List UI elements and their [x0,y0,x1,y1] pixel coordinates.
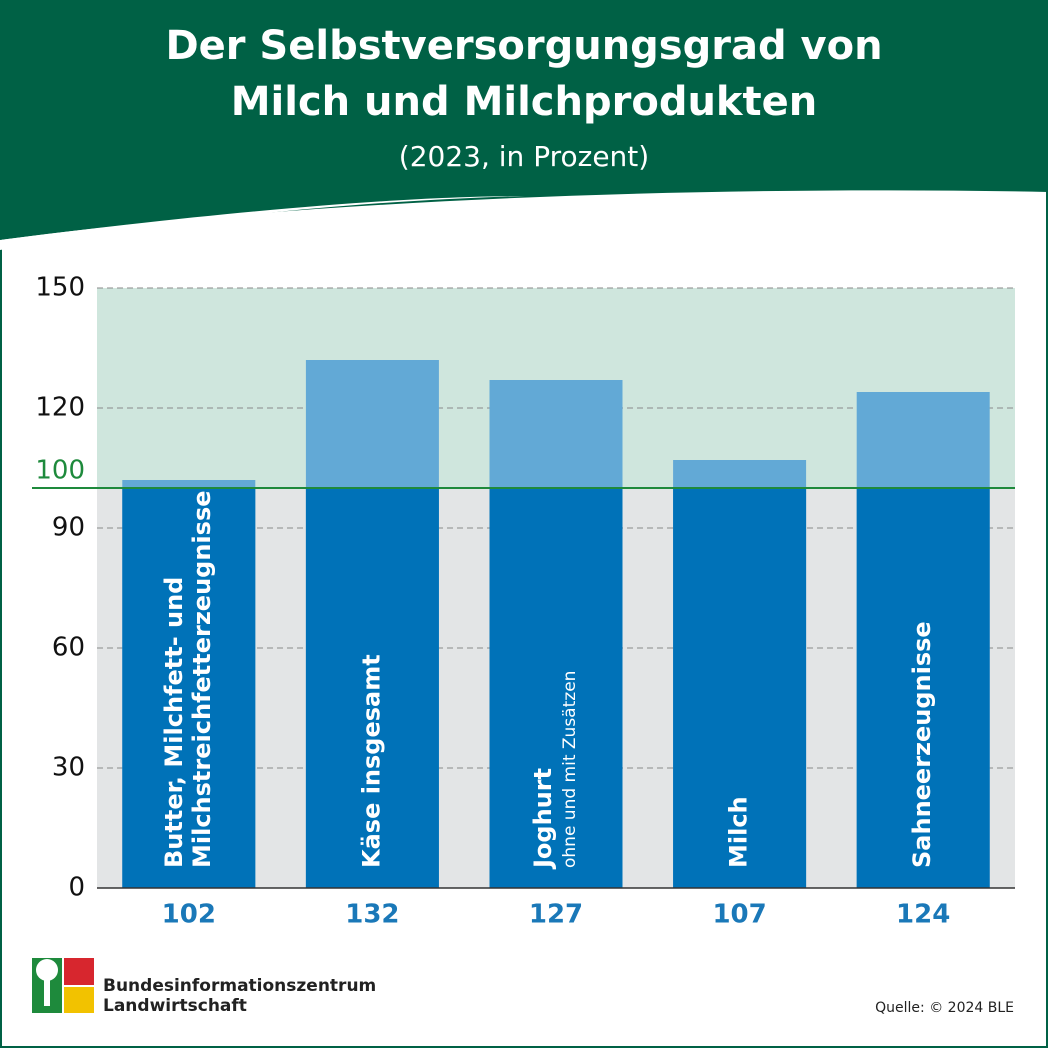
logo-trunk [44,978,50,1006]
plot: 0 30 60 90 120 150 102 Butter, Milchfett- und M… [32,273,1015,930]
y-tick-label: 30 [52,753,85,783]
bar-base [489,488,623,888]
category-label: Joghurt [529,768,557,870]
bar-base [305,488,439,888]
chart-title: Der Selbstversorgungsgrad von Milch und … [165,23,883,125]
reference-label: 100 [35,456,85,486]
y-tick-label: 90 [52,513,85,543]
y-tick-label: 60 [52,633,85,663]
y-tick-label: 150 [35,273,85,303]
y-tick-label: 120 [35,393,85,423]
logo: Bundesinformationszentrum Landwirtschaft [32,958,376,1016]
value-label: 124 [896,900,950,930]
bar-base [673,488,807,888]
header-band [0,0,1048,240]
category-label: Käse insgesamt [357,654,385,868]
logo-bottom-right [64,987,94,1013]
category-sublabel: ohne und mit Zusätzen [560,671,580,868]
source: Quelle: © 2024 BLE [875,1000,1014,1016]
value-label: 107 [712,900,766,930]
category-label: Sahneerzeugnisse [908,621,936,868]
bar-base [122,488,256,888]
logo-tree [36,959,58,981]
category-label: Butter, Milchfett- und Milchstreichfette… [160,490,216,868]
value-label: 102 [162,900,216,930]
y-tick-label: 0 [68,873,85,903]
bar-base [856,488,990,888]
logo-top-right [64,958,94,985]
publisher-line: Landwirtschaft [103,996,247,1016]
chart-subtitle: (2023, in Prozent) [398,140,650,173]
publisher-line: Bundesinformationszentrum [103,976,376,996]
value-label: 127 [529,900,583,930]
value-label: 132 [345,900,399,930]
category-label: Milch [725,796,753,868]
